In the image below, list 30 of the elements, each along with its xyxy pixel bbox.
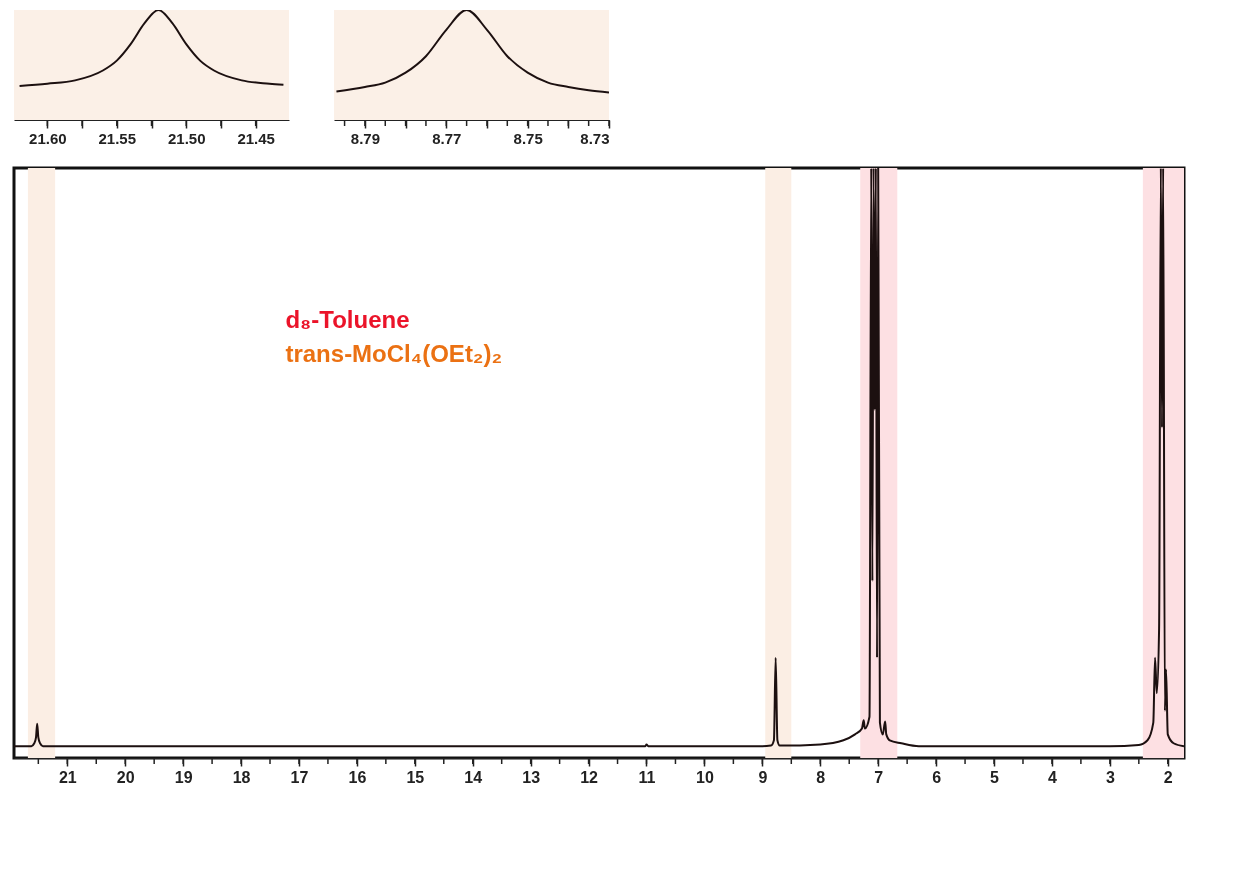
x-tick-label: 13 [522, 768, 541, 786]
x-tick-label: 3 [1105, 768, 1115, 786]
x-tick-label: 8 [816, 768, 826, 786]
x-tick-label: 2 [1163, 768, 1173, 786]
x-tick-label: 21 [58, 768, 77, 786]
x-tick-label: 8.75 [513, 129, 543, 147]
x-tick-label: 6 [932, 768, 942, 786]
x-tick-label: 12 [580, 768, 599, 786]
annotation: trans-MoCl₄(OEt₂)₂ [285, 340, 503, 368]
x-tick-label: 8.73 [580, 129, 610, 147]
x-tick-label: 8.79 [350, 129, 381, 147]
x-tick-label: 14 [464, 768, 483, 786]
x-tick-label: 19 [174, 768, 193, 786]
x-tick-label: 17 [290, 768, 309, 786]
x-tick-label: 7 [874, 768, 884, 786]
x-tick-label: 21.60 [29, 129, 67, 147]
x-tick-label: 21.55 [98, 129, 137, 147]
x-tick-label: 21.45 [237, 129, 275, 147]
x-tick-label: 20 [116, 768, 135, 786]
x-tick-label: 5 [990, 768, 1000, 786]
x-tick-label: 9 [758, 768, 768, 786]
x-tick-label: 21.50 [167, 129, 206, 147]
x-tick-label: 10 [696, 768, 714, 786]
x-tick-label: 15 [406, 768, 425, 786]
x-tick-label: 16 [348, 768, 367, 786]
annotation: d₈-Toluene [285, 306, 410, 334]
x-tick-label: 18 [232, 768, 251, 786]
x-tick-label: 4 [1047, 768, 1057, 786]
x-tick-label: 8.77 [432, 129, 462, 147]
x-tick-label: 11 [638, 768, 656, 786]
